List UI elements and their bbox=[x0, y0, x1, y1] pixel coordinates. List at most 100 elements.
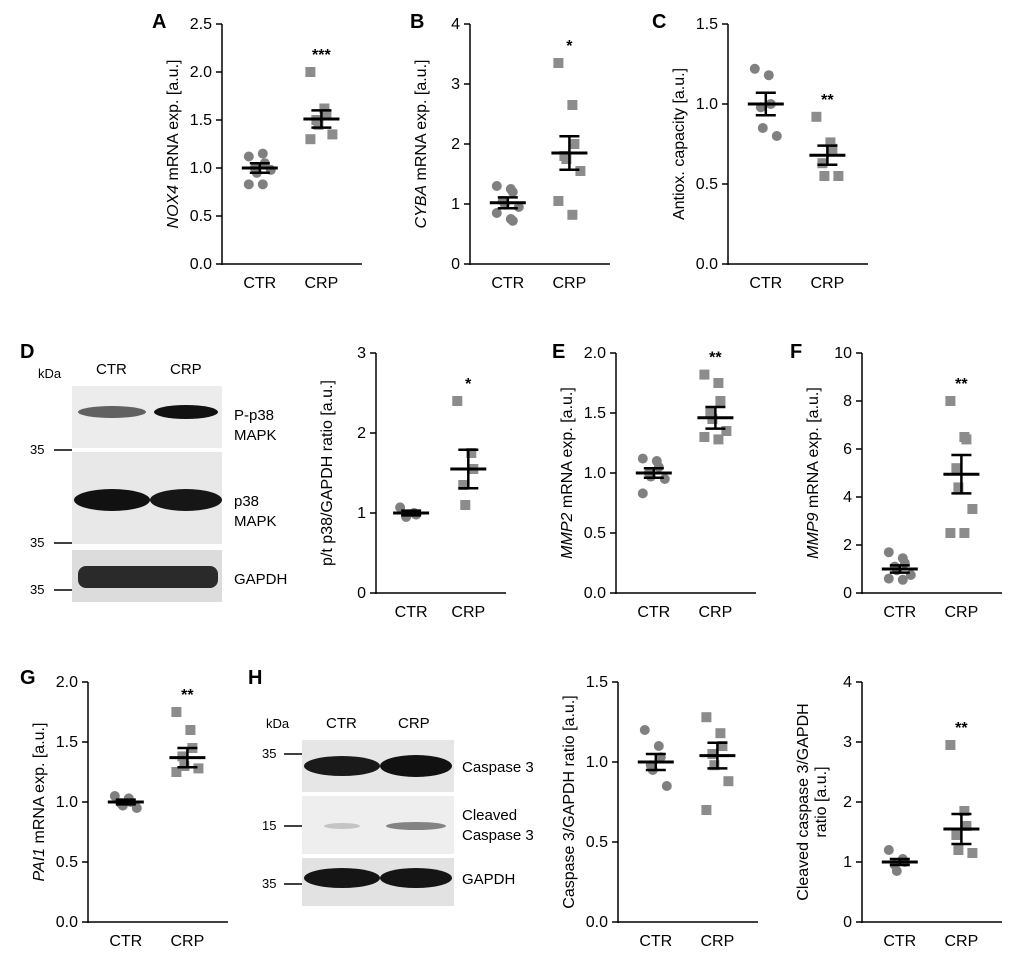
y-tick-label-h3: 3 bbox=[843, 734, 852, 751]
data-point-crp-c bbox=[817, 158, 828, 169]
data-point-ctr-e bbox=[637, 488, 648, 499]
y-axis-label-c: Antiox. capacity [a.u.] bbox=[671, 68, 688, 220]
data-point-ctr-c bbox=[749, 63, 760, 74]
y-tick-label-c: 0.5 bbox=[696, 176, 718, 193]
blot-h-label-gapdh: GAPDH bbox=[462, 871, 515, 888]
y-axis-label-line2-h3: ratio [a.u.] bbox=[813, 766, 830, 837]
charts-group: 0.0 0.5 1.0 1.5 2.0 2.5 CTR CRP NOX4 mRNA exp. [… bbox=[31, 16, 1002, 950]
data-point-crp-c bbox=[833, 171, 844, 181]
blot-h-marker-2: 15 bbox=[262, 818, 276, 833]
y-tick-label-f: 0 bbox=[843, 585, 852, 602]
category-label-c: CTR bbox=[749, 275, 782, 292]
y-axis-label-gene-f: MMP9 bbox=[805, 512, 822, 558]
y-axis-label-g: PAI1 mRNA exp. [a.u.] bbox=[31, 723, 48, 882]
chart-b: 0 1 2 3 4 CTR CRP CYBA mRNA exp. [a.u.] * bbox=[413, 16, 610, 292]
y-tick-label-b: 1 bbox=[451, 196, 460, 213]
blot-d-lane-ctr: CTR bbox=[96, 361, 127, 378]
panel-letter-e: E bbox=[552, 341, 565, 363]
y-tick-label-e: 1.0 bbox=[584, 465, 606, 482]
y-tick-label-a: 2.5 bbox=[190, 16, 212, 33]
significance-label-b: * bbox=[566, 38, 573, 55]
y-tick-label-f: 6 bbox=[843, 441, 852, 458]
category-label-d2: CRP bbox=[451, 604, 485, 621]
y-tick-label-g: 0.0 bbox=[56, 914, 78, 931]
y-axis-label-h3: Cleaved caspase 3/GAPDH bbox=[795, 703, 812, 900]
data-point-crp-e bbox=[715, 396, 726, 406]
y-tick-label-e: 1.5 bbox=[584, 405, 606, 422]
significance-label-f: ** bbox=[955, 376, 968, 393]
y-tick-label-b: 0 bbox=[451, 256, 460, 273]
data-point-crp-f bbox=[945, 528, 956, 538]
y-tick-label-b: 2 bbox=[451, 136, 460, 153]
data-point-ctr-a bbox=[257, 148, 268, 159]
y-tick-label-d2: 3 bbox=[357, 345, 366, 362]
significance-label-d2: * bbox=[465, 376, 472, 393]
y-axis-label-b: CYBA mRNA exp. [a.u.] bbox=[413, 60, 430, 229]
data-point-crp-a bbox=[327, 129, 338, 140]
data-point-ctr-c bbox=[771, 131, 782, 141]
y-axis-label-text-a: mRNA exp. [a.u.] bbox=[165, 60, 182, 185]
data-point-crp-a bbox=[319, 103, 330, 114]
blot-d-band-p38-crp bbox=[150, 489, 222, 511]
chart-h3: 0 1 2 3 4 CTR CRP Cleaved caspase 3/GAPDH ratio … bbox=[795, 674, 1002, 950]
blot-h-kda-label: kDa bbox=[266, 716, 290, 731]
blot-h-label-caspase: Caspase 3 bbox=[462, 759, 534, 776]
y-tick-label-c: 1.5 bbox=[696, 16, 718, 33]
panel-letter-c: C bbox=[652, 11, 666, 33]
category-label-h3: CTR bbox=[883, 933, 916, 950]
blot-d-band-p38-ctr bbox=[74, 489, 150, 511]
data-point-crp-d2 bbox=[466, 448, 477, 458]
blot-h-marker-3: 35 bbox=[262, 876, 276, 891]
chart-g: 0.0 0.5 1.0 1.5 2.0 CTR CRP PAI1 mRNA exp. [a.u… bbox=[31, 674, 228, 950]
data-point-ctr-b bbox=[507, 187, 518, 197]
category-label-a: CRP bbox=[305, 275, 339, 292]
y-tick-label-h3: 0 bbox=[843, 914, 852, 931]
y-axis-label-text-d2: p/t p38/GAPDH ratio [a.u.] bbox=[319, 380, 336, 566]
data-point-crp-f bbox=[953, 482, 964, 493]
chart-h2: 0.0 0.5 1.0 1.5 CTR CRP Caspase 3/GAPDH ratio … bbox=[561, 674, 758, 950]
y-axis-label-text-f: mRNA exp. [a.u.] bbox=[805, 387, 822, 512]
category-label-h2: CRP bbox=[701, 933, 735, 950]
data-point-crp-h2 bbox=[715, 728, 726, 739]
y-axis-label-text-c: Antiox. capacity [a.u.] bbox=[671, 68, 688, 220]
y-tick-label-h2: 1.0 bbox=[586, 754, 608, 771]
data-point-crp-e bbox=[721, 426, 732, 436]
y-axis-label-a: NOX4 mRNA exp. [a.u.] bbox=[165, 60, 182, 229]
y-axis-label-h2: Caspase 3/GAPDH ratio [a.u.] bbox=[561, 695, 578, 908]
y-tick-label-h3: 4 bbox=[843, 674, 852, 691]
data-point-crp-b bbox=[575, 166, 586, 176]
panel-letter-b: B bbox=[410, 11, 424, 33]
data-point-crp-e bbox=[705, 408, 716, 418]
y-tick-label-c: 1.0 bbox=[696, 96, 718, 113]
y-tick-label-b: 4 bbox=[451, 16, 460, 33]
blot-h-band-gapdh-crp bbox=[380, 868, 452, 888]
data-point-ctr-h3 bbox=[883, 845, 894, 855]
data-point-crp-c bbox=[811, 111, 822, 122]
data-point-crp-b bbox=[553, 196, 564, 206]
chart-a: 0.0 0.5 1.0 1.5 2.0 2.5 CTR CRP NOX4 mRNA exp. [… bbox=[165, 16, 362, 292]
data-point-crp-d2 bbox=[458, 480, 469, 490]
western-blot-h: kDa CTR CRP 35 15 35 Caspase 3 Cleaved C… bbox=[262, 715, 534, 906]
data-point-crp-a bbox=[313, 119, 324, 130]
blot-h-band-casp-crp bbox=[380, 755, 452, 777]
y-tick-label-b: 3 bbox=[451, 76, 460, 93]
data-point-crp-h2 bbox=[717, 741, 728, 751]
data-point-ctr-b bbox=[513, 202, 524, 212]
y-axis-label-text-b: mRNA exp. [a.u.] bbox=[413, 60, 430, 185]
data-point-ctr-e bbox=[659, 474, 670, 484]
y-tick-label-e: 0.5 bbox=[584, 525, 606, 542]
y-axis-label-gene-a: NOX4 bbox=[165, 185, 182, 229]
y-tick-label-a: 0.5 bbox=[190, 208, 212, 225]
blot-d-label-gapdh: GAPDH bbox=[234, 571, 287, 588]
data-point-crp-e bbox=[699, 432, 710, 442]
y-tick-label-h2: 0.0 bbox=[586, 914, 608, 931]
y-tick-label-a: 1.5 bbox=[190, 112, 212, 129]
y-tick-label-g: 1.0 bbox=[56, 794, 78, 811]
data-point-crp-h3 bbox=[953, 845, 964, 855]
blot-d-label-mapk1: MAPK bbox=[234, 427, 277, 444]
data-point-crp-b bbox=[561, 154, 572, 164]
category-label-b: CTR bbox=[491, 275, 524, 292]
panel-letter-d: D bbox=[20, 341, 34, 363]
y-tick-label-f: 2 bbox=[843, 537, 852, 554]
significance-label-a: *** bbox=[312, 47, 331, 64]
